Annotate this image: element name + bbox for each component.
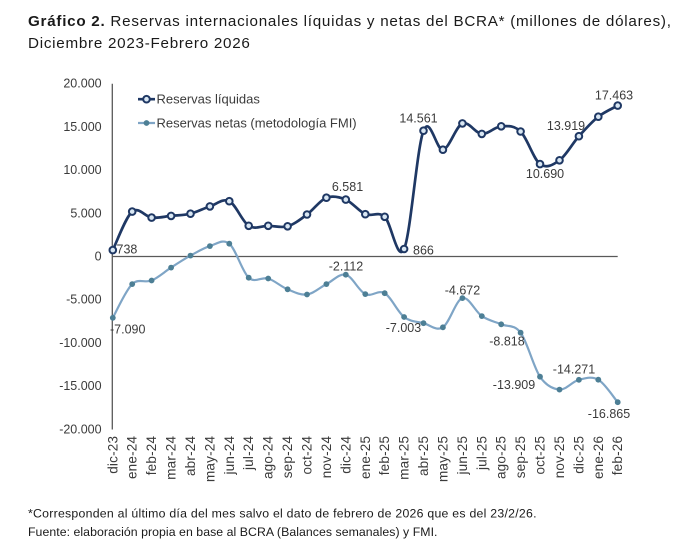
svg-text:20.000: 20.000 bbox=[63, 77, 101, 91]
svg-text:ago-24: ago-24 bbox=[261, 436, 276, 480]
svg-text:oct-24: oct-24 bbox=[300, 436, 315, 475]
svg-text:sep-24: sep-24 bbox=[280, 436, 295, 479]
svg-text:-4.672: -4.672 bbox=[445, 284, 480, 298]
svg-text:mar-24: mar-24 bbox=[164, 436, 179, 480]
svg-text:6.581: 6.581 bbox=[332, 180, 363, 194]
svg-text:nov-25: nov-25 bbox=[552, 436, 567, 478]
svg-text:nov-24: nov-24 bbox=[319, 436, 334, 479]
svg-text:Reservas netas (metodología FM: Reservas netas (metodología FMI) bbox=[157, 116, 357, 131]
svg-text:0: 0 bbox=[95, 250, 102, 264]
svg-text:-14.271: -14.271 bbox=[553, 363, 595, 377]
svg-text:abr-24: abr-24 bbox=[183, 436, 198, 477]
svg-text:-20.000: -20.000 bbox=[59, 422, 101, 436]
svg-text:Reservas líquidas: Reservas líquidas bbox=[157, 92, 261, 107]
svg-text:jun-24: jun-24 bbox=[222, 436, 237, 476]
svg-text:Diciembre 2023-Febrero 2026: Diciembre 2023-Febrero 2026 bbox=[28, 35, 251, 52]
svg-text:abr-25: abr-25 bbox=[416, 436, 431, 476]
svg-text:5.000: 5.000 bbox=[70, 206, 101, 220]
svg-text:738: 738 bbox=[117, 243, 138, 257]
svg-text:jul-25: jul-25 bbox=[474, 436, 489, 471]
svg-text:feb-26: feb-26 bbox=[610, 436, 625, 475]
svg-text:-8.818: -8.818 bbox=[489, 335, 524, 349]
svg-text:ene-25: ene-25 bbox=[358, 436, 373, 479]
svg-text:10.690: 10.690 bbox=[526, 167, 564, 181]
svg-text:jun-25: jun-25 bbox=[455, 436, 470, 476]
svg-text:14.561: 14.561 bbox=[399, 112, 437, 126]
svg-text:10.000: 10.000 bbox=[63, 163, 101, 177]
svg-text:ene-24: ene-24 bbox=[125, 436, 140, 480]
svg-text:-16.865: -16.865 bbox=[588, 407, 630, 421]
svg-text:may-24: may-24 bbox=[202, 436, 217, 483]
svg-text:dic-24: dic-24 bbox=[338, 436, 353, 474]
svg-text:-5.000: -5.000 bbox=[66, 293, 101, 307]
svg-text:jul-24: jul-24 bbox=[241, 436, 256, 472]
svg-text:*Corresponden al último día de: *Corresponden al último día del mes salv… bbox=[28, 507, 537, 521]
svg-text:ago-25: ago-25 bbox=[494, 436, 509, 479]
svg-text:866: 866 bbox=[413, 244, 434, 258]
svg-text:-15.000: -15.000 bbox=[59, 379, 101, 393]
svg-text:15.000: 15.000 bbox=[63, 120, 101, 134]
svg-text:17.463: 17.463 bbox=[595, 89, 633, 103]
svg-text:sep-25: sep-25 bbox=[513, 436, 528, 478]
svg-text:may-25: may-25 bbox=[435, 436, 450, 482]
svg-text:Fuente: elaboración propia en: Fuente: elaboración propia en base al BC… bbox=[28, 525, 438, 539]
svg-text:-7.090: -7.090 bbox=[110, 323, 145, 337]
svg-text:-13.909: -13.909 bbox=[493, 378, 535, 392]
svg-text:feb-24: feb-24 bbox=[144, 436, 159, 476]
svg-text:dic-23: dic-23 bbox=[105, 436, 120, 474]
svg-text:feb-25: feb-25 bbox=[377, 436, 392, 475]
svg-text:mar-25: mar-25 bbox=[397, 436, 412, 480]
svg-text:-10.000: -10.000 bbox=[59, 336, 101, 350]
svg-text:-7.003: -7.003 bbox=[386, 321, 421, 335]
svg-text:dic-25: dic-25 bbox=[571, 436, 586, 474]
svg-text:ene-26: ene-26 bbox=[591, 436, 606, 479]
svg-text:Gráfico 2. Reservas internacio: Gráfico 2. Reservas internacionales líqu… bbox=[28, 13, 672, 30]
svg-text:oct-25: oct-25 bbox=[533, 436, 548, 475]
svg-text:-2.112: -2.112 bbox=[329, 260, 364, 274]
svg-text:13.919: 13.919 bbox=[547, 119, 585, 133]
